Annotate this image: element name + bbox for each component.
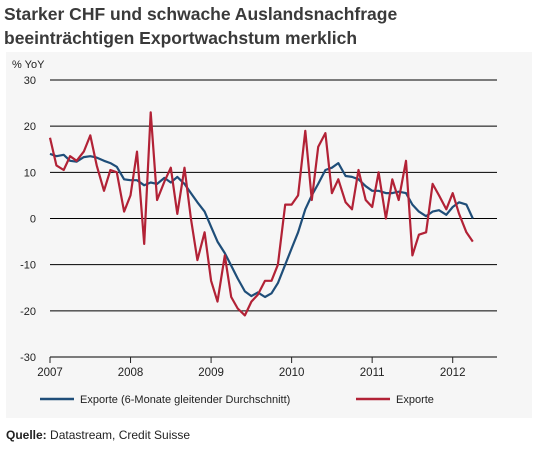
source-text: Datastream, Credit Suisse [46,428,191,442]
x-tick-label: 2007 [37,367,63,379]
y-tick-label: 0 [30,214,36,226]
x-tick-label: 2011 [360,367,385,379]
title-line-2: beeinträchtigen Exportwachstum merklich [4,28,358,48]
y-tick-label: -30 [20,352,36,364]
y-tick-label: -10 [20,260,36,272]
title-line-1: Starker CHF und schwache Auslandsnachfra… [4,4,398,24]
x-tick-label: 2012 [440,367,466,379]
y-tick-label: 20 [24,121,36,133]
source-label: Quelle: [6,428,47,442]
y-tick-label: 30 [24,75,36,87]
y-axis-label: % YoY [12,59,45,71]
legend-label: Exporte (6-Monate gleitender Durchschnit… [80,394,290,406]
series-line-smooth [49,152,474,299]
source-note: Quelle: Datastream, Credit Suisse [6,428,190,442]
legend-label: Exporte [396,394,434,406]
y-tick-label: -20 [20,306,36,318]
series-line-raw [48,111,474,317]
y-tick-label: 10 [24,167,36,179]
x-tick-label: 2008 [118,367,144,379]
x-tick-label: 2009 [198,367,224,379]
x-tick-label: 2010 [279,367,305,379]
chart-title: Starker CHF und schwache Auslandsnachfra… [4,2,534,50]
